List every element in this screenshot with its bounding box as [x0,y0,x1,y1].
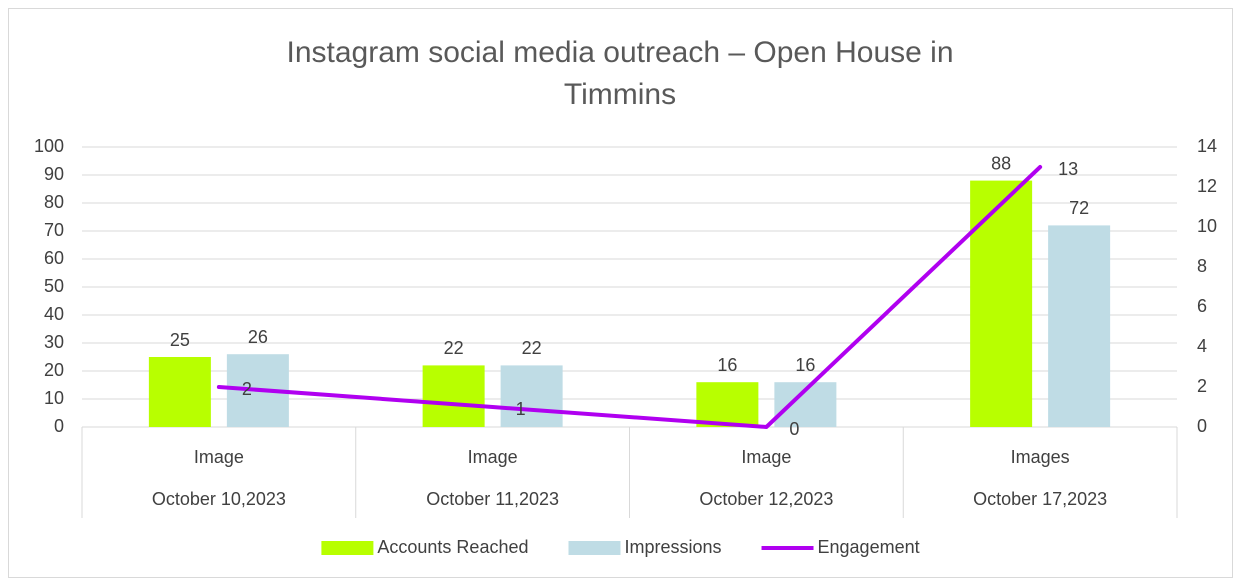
y-tick-label: 30 [44,332,64,352]
y-tick-label: 0 [54,416,64,436]
x-tick-label: Images [1011,447,1070,467]
legend-label: Accounts Reached [377,537,528,557]
y-tick-label: 50 [44,276,64,296]
y2-tick-label: 14 [1197,136,1217,156]
line-value-label: 2 [242,379,252,399]
bar-value-label: 88 [991,153,1011,173]
bar-value-label: 16 [795,355,815,375]
y-tick-label: 70 [44,220,64,240]
y-tick-label: 40 [44,304,64,324]
bar [696,382,759,427]
bar-value-label: 26 [248,327,268,347]
bar-value-label: 16 [717,355,737,375]
x-group-label: October 11,2023 [426,489,559,509]
y-tick-label: 100 [34,136,64,156]
bar [1048,225,1111,427]
bar-value-label: 72 [1069,198,1089,218]
bar-value-label: 25 [170,330,190,350]
x-tick-label: Image [194,447,244,467]
legend-swatch [321,541,374,555]
y2-tick-label: 2 [1197,376,1207,396]
line-value-label: 13 [1058,159,1078,179]
bar [500,365,563,427]
y-tick-label: 10 [44,388,64,408]
bar [970,180,1033,427]
legend-label: Impressions [624,537,721,557]
legend-label: Engagement [818,537,920,557]
chart-title: Instagram social media outreach – Open H… [286,36,954,111]
x-group-label: October 10,2023 [152,489,286,509]
line-value-label: 1 [516,399,526,419]
x-tick-label: Image [468,447,518,467]
y-tick-label: 60 [44,248,64,268]
line-series [216,165,1043,429]
y-tick-label: 90 [44,164,64,184]
legend-swatch [568,541,621,555]
bar-value-label: 22 [444,338,464,358]
x-group-label: October 12,2023 [699,489,833,509]
y2-tick-label: 6 [1197,296,1207,316]
y-tick-label: 20 [44,360,64,380]
x-group-label: October 17,2023 [973,489,1107,509]
x-tick-label: Image [741,447,791,467]
bar-value-label: 22 [522,338,542,358]
y2-tick-label: 4 [1197,336,1207,356]
bar [422,365,485,427]
line-value-label: 0 [789,419,799,439]
bar [148,357,211,427]
y2-tick-label: 10 [1197,216,1217,236]
y2-tick-label: 0 [1197,416,1207,436]
y-tick-label: 80 [44,192,64,212]
y2-tick-label: 12 [1197,176,1217,196]
y2-tick-label: 8 [1197,256,1207,276]
